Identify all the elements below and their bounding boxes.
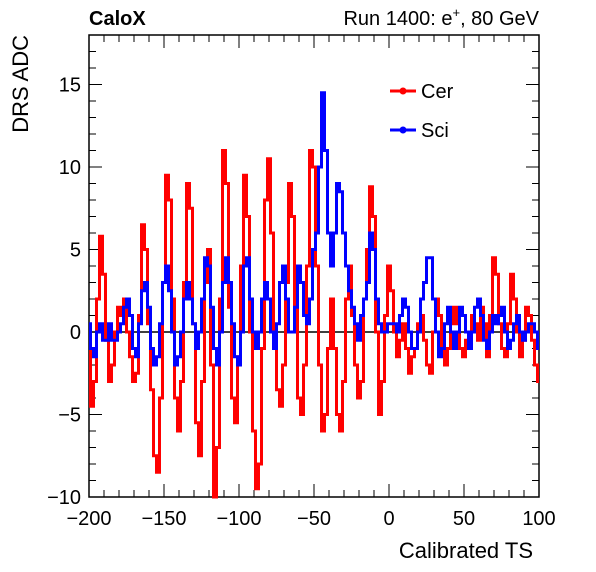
legend-marker-sci bbox=[399, 126, 407, 134]
run-suffix: , 80 GeV bbox=[460, 8, 540, 30]
y-tick-label: −5 bbox=[58, 405, 81, 427]
x-axis-title: Calibrated TS bbox=[399, 538, 533, 563]
y-tick-label: 0 bbox=[70, 322, 81, 344]
series-line-cer bbox=[89, 149, 539, 499]
series-layer bbox=[89, 91, 539, 499]
y-tick-label: 10 bbox=[59, 157, 81, 179]
x-tick-label: −100 bbox=[216, 508, 261, 530]
legend-label-sci: Sci bbox=[421, 120, 449, 142]
y-tick-label: −10 bbox=[47, 487, 81, 509]
x-tick-label: −200 bbox=[66, 508, 111, 530]
y-tick-label: 15 bbox=[59, 75, 81, 97]
legend: Cer Sci bbox=[390, 81, 454, 142]
run-prefix: Run 1400: e bbox=[343, 8, 452, 30]
x-tick-label: −150 bbox=[141, 508, 186, 530]
run-superscript: + bbox=[452, 5, 460, 20]
x-tick-label: −50 bbox=[297, 508, 331, 530]
y-tick-label: 5 bbox=[70, 240, 81, 262]
legend-marker-cer bbox=[399, 87, 407, 95]
x-tick-label: 100 bbox=[522, 508, 555, 530]
y-axis-title: DRS ADC bbox=[8, 35, 33, 133]
x-tick-label: 0 bbox=[383, 508, 394, 530]
x-tick-label: 50 bbox=[453, 508, 475, 530]
header-run-info: Run 1400: e+, 80 GeV bbox=[343, 5, 539, 30]
header-experiment: CaloX bbox=[89, 8, 146, 30]
series-line-sci bbox=[89, 91, 539, 367]
legend-label-cer: Cer bbox=[421, 81, 454, 103]
